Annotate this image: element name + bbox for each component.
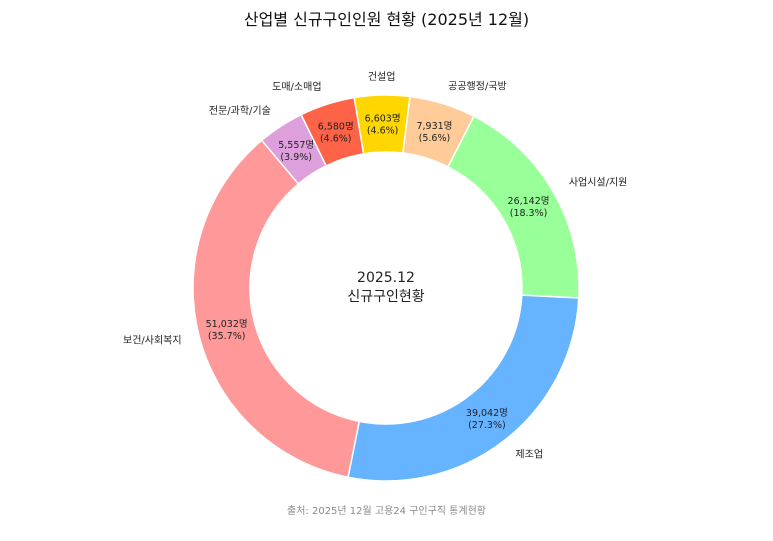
value-label-4: 51,032명 [206, 319, 248, 330]
percent-label-2: (18.3%) [510, 208, 548, 219]
percent-label-6: (4.6%) [320, 133, 352, 144]
percent-label-4: (35.7%) [208, 331, 246, 342]
category-label-3: 제조업 [515, 448, 543, 461]
center-label-line1: 2025.12 [357, 270, 415, 286]
source-note: 출처: 2025년 12월 고용24 구인구직 통계현황 [287, 506, 486, 517]
value-label-3: 39,042명 [466, 408, 508, 419]
value-label-5: 5,557명 [278, 140, 314, 151]
category-label-6: 도매/소매업 [272, 80, 321, 93]
category-label-4: 보건/사회복지 [123, 334, 182, 346]
slice-6 [300, 96, 365, 167]
percent-label-5: (3.9%) [280, 152, 312, 163]
value-label-2: 26,142명 [508, 196, 550, 207]
percent-label-1: (5.6%) [419, 133, 451, 144]
category-label-5: 전문/과학/기술 [209, 105, 271, 117]
category-label-2: 사업시설/지원 [569, 176, 628, 189]
chart-title: 산업별 신규구인인원 현황 (2025년 12월) [243, 10, 530, 29]
slice-3 [347, 294, 580, 482]
value-label-0: 6,603명 [365, 114, 401, 125]
center-label-line2: 신규구인현황 [347, 289, 424, 305]
value-label-6: 6,580명 [318, 121, 354, 132]
value-label-1: 7,931명 [416, 121, 452, 132]
slice-4 [192, 139, 361, 479]
percent-label-3: (27.3%) [468, 420, 506, 431]
category-label-0: 건설업 [368, 70, 396, 83]
percent-label-0: (4.6%) [367, 126, 399, 137]
category-label-1: 공공행정/국방 [448, 80, 507, 92]
